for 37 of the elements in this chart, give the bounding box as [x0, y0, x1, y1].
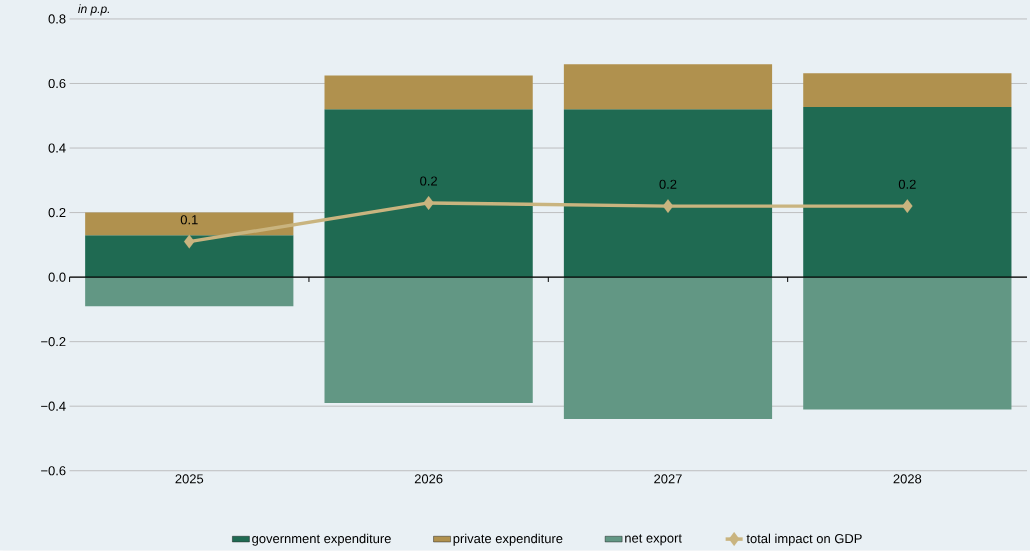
data-label: 0.1	[180, 215, 198, 225]
point	[183, 234, 195, 249]
y-axis-title: in p.p.	[78, 4, 110, 16]
y-tick-label: 0.2	[48, 208, 66, 218]
point	[902, 199, 913, 214]
bar	[803, 277, 1012, 410]
data-label: 0.2	[659, 179, 677, 190]
x-tick-label: 2027	[654, 474, 682, 484]
data-label: 0.2	[898, 179, 916, 190]
bar	[85, 212, 294, 236]
y-tick-label: 0.6	[48, 79, 66, 89]
bar	[85, 235, 294, 278]
bar	[324, 277, 533, 404]
y-tick-label: 0.4	[48, 143, 66, 153]
x-tick-label: 2028	[893, 474, 922, 484]
bar	[324, 109, 533, 278]
point	[423, 196, 434, 211]
y-tick-label: 0.0	[48, 272, 66, 282]
bar	[563, 277, 773, 420]
bar	[563, 64, 773, 110]
legend-label: net export	[625, 534, 682, 546]
bar	[85, 277, 294, 307]
point	[662, 199, 674, 214]
bar	[803, 73, 1012, 108]
bar	[324, 75, 533, 110]
x-tick-label: 2026	[414, 474, 443, 484]
bar	[563, 109, 773, 278]
legend-label: total impact on GDP	[746, 533, 862, 546]
y-tick-label: −0.6	[41, 466, 66, 476]
bar	[803, 107, 1012, 278]
legend-label: private expenditure	[453, 533, 563, 546]
x-tick-label: 2025	[175, 474, 204, 484]
y-tick-label: 0.8	[48, 14, 66, 24]
data-label: 0.2	[420, 176, 437, 186]
y-tick-label: −0.2	[41, 337, 66, 347]
legend-label: government expenditure	[252, 533, 391, 546]
y-tick-label: −0.4	[41, 401, 66, 412]
